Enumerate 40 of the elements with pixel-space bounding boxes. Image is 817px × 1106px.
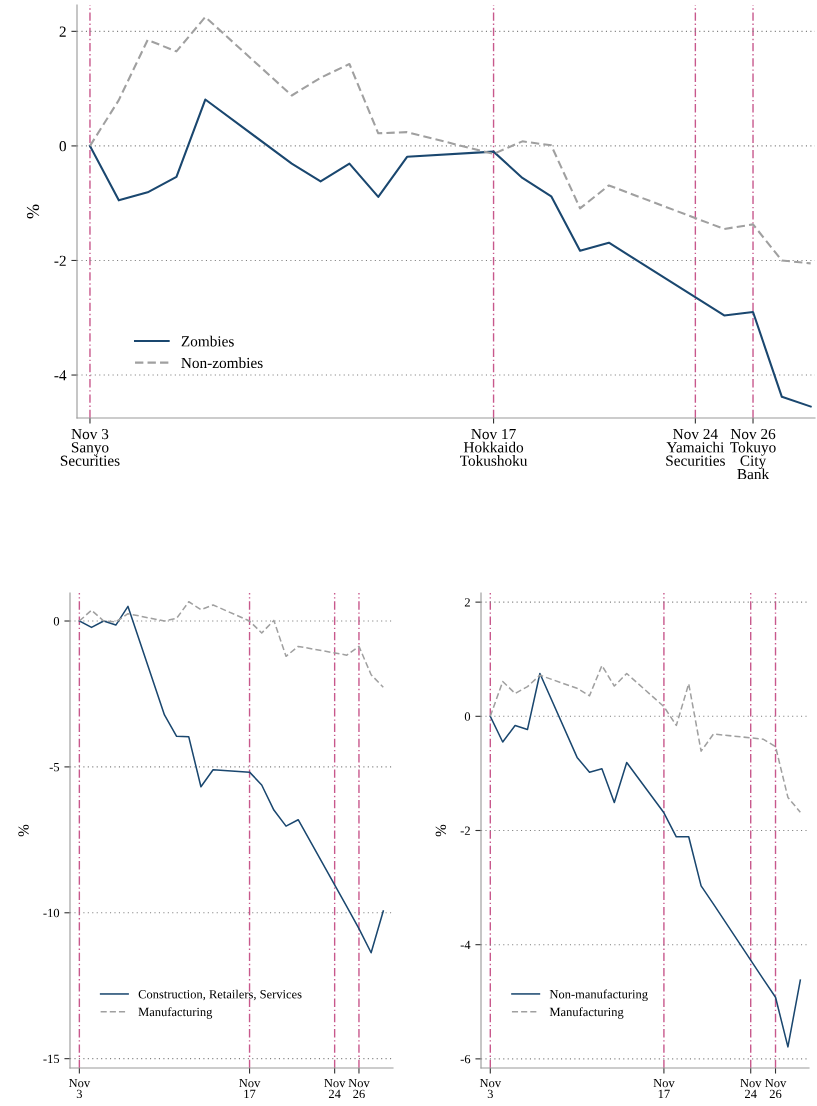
line-series xyxy=(489,672,802,1048)
x-tick-label: Nov 17 xyxy=(653,1078,675,1098)
x-tick-label: Nov 26 Tokuyo City Bank xyxy=(730,428,776,480)
legend-label: Manufacturing xyxy=(549,1007,624,1019)
y-tick-label: -5 xyxy=(49,763,60,772)
x-tick-label: Nov 24 xyxy=(324,1078,346,1098)
line-series xyxy=(489,664,802,813)
y-tick-label: 0 xyxy=(464,712,471,721)
y-tick-label: -4 xyxy=(460,940,471,950)
x-tick-label: Nov 3 xyxy=(68,1078,91,1099)
y-tick-label: -6 xyxy=(460,1054,471,1064)
line-series xyxy=(88,15,812,265)
y-tick-label: -2 xyxy=(460,826,470,835)
y-tick-label: 2 xyxy=(464,598,470,607)
legend-label: Manufacturing xyxy=(138,1007,213,1019)
y-tick-label: -4 xyxy=(54,370,67,381)
x-tick-label: Nov 3 xyxy=(479,1078,502,1099)
y-tick-label: -2 xyxy=(54,255,66,266)
x-tick-label: Nov 17 Hokkaido Tokushoku xyxy=(460,428,528,466)
y-tick-label: 0 xyxy=(53,617,60,626)
y-tick-label: -15 xyxy=(43,1054,60,1064)
y-tick-label: 2 xyxy=(59,26,66,37)
x-tick-label: Nov 26 xyxy=(348,1078,370,1099)
legend-label: Construction, Retailers, Services xyxy=(138,989,302,1001)
line-series xyxy=(78,600,385,689)
x-tick-label: Nov 24 Yamaichi Securities xyxy=(666,428,725,466)
x-tick-label: Nov 3 Sanyo Securities xyxy=(60,428,120,466)
x-tick-label: Nov 24 xyxy=(740,1078,762,1098)
legend-label: Non-manufacturing xyxy=(549,989,648,1001)
legend-label: Non-zombies xyxy=(181,357,263,369)
y-tick-label: 0 xyxy=(59,141,66,152)
legend-label: Zombies xyxy=(181,335,234,347)
y-axis-title: % xyxy=(26,204,40,219)
y-axis-title: % xyxy=(435,824,447,837)
y-axis-title: % xyxy=(18,824,29,837)
line-series xyxy=(78,605,385,954)
line-series xyxy=(88,98,812,408)
x-tick-label: Nov 17 xyxy=(239,1078,261,1098)
x-tick-label: Nov 26 xyxy=(765,1078,787,1099)
y-tick-label: -10 xyxy=(43,908,60,918)
